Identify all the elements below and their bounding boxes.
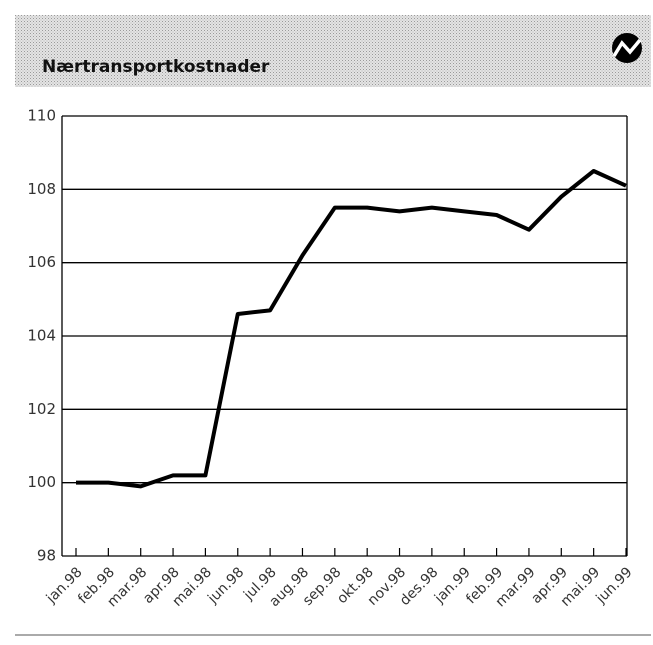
- header-band: [15, 15, 651, 87]
- data-line: [76, 169, 627, 489]
- y-tick-label: 100: [27, 473, 56, 491]
- y-tick-label: 106: [27, 253, 56, 271]
- y-tick-label: 110: [27, 107, 56, 125]
- x-tick-label: jun.99: [593, 564, 636, 607]
- chart-title: Nærtransportkostnader: [42, 57, 270, 77]
- x-tick-label: jun.98: [204, 564, 247, 607]
- y-tick-label: 102: [27, 400, 56, 418]
- y-tick-label: 108: [27, 180, 56, 198]
- logo-icon: [612, 33, 642, 63]
- y-tick-label: 98: [37, 547, 56, 565]
- y-tick-label: 104: [27, 327, 56, 345]
